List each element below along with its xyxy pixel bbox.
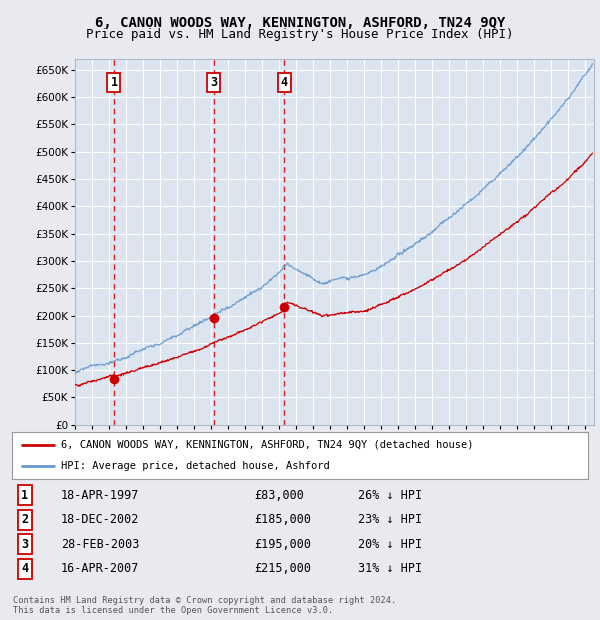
Text: 18-APR-1997: 18-APR-1997 [61, 489, 139, 502]
Text: 4: 4 [281, 76, 287, 89]
Text: 16-APR-2007: 16-APR-2007 [61, 562, 139, 575]
Text: HPI: Average price, detached house, Ashford: HPI: Average price, detached house, Ashf… [61, 461, 330, 471]
Text: 1: 1 [110, 76, 118, 89]
Text: 28-FEB-2003: 28-FEB-2003 [61, 538, 139, 551]
Text: 26% ↓ HPI: 26% ↓ HPI [358, 489, 422, 502]
Text: Contains HM Land Registry data © Crown copyright and database right 2024.
This d: Contains HM Land Registry data © Crown c… [13, 596, 397, 615]
Text: £83,000: £83,000 [254, 489, 304, 502]
Text: 6, CANON WOODS WAY, KENNINGTON, ASHFORD, TN24 9QY (detached house): 6, CANON WOODS WAY, KENNINGTON, ASHFORD,… [61, 440, 473, 450]
Text: £185,000: £185,000 [254, 513, 311, 526]
Text: 4: 4 [21, 562, 28, 575]
Text: 20% ↓ HPI: 20% ↓ HPI [358, 538, 422, 551]
Text: 2: 2 [21, 513, 28, 526]
Text: 3: 3 [21, 538, 28, 551]
Text: Price paid vs. HM Land Registry's House Price Index (HPI): Price paid vs. HM Land Registry's House … [86, 28, 514, 41]
Text: 1: 1 [21, 489, 28, 502]
Text: £215,000: £215,000 [254, 562, 311, 575]
Text: 23% ↓ HPI: 23% ↓ HPI [358, 513, 422, 526]
Text: 18-DEC-2002: 18-DEC-2002 [61, 513, 139, 526]
Text: 3: 3 [210, 76, 217, 89]
Text: 31% ↓ HPI: 31% ↓ HPI [358, 562, 422, 575]
Text: £195,000: £195,000 [254, 538, 311, 551]
Text: 6, CANON WOODS WAY, KENNINGTON, ASHFORD, TN24 9QY: 6, CANON WOODS WAY, KENNINGTON, ASHFORD,… [95, 16, 505, 30]
